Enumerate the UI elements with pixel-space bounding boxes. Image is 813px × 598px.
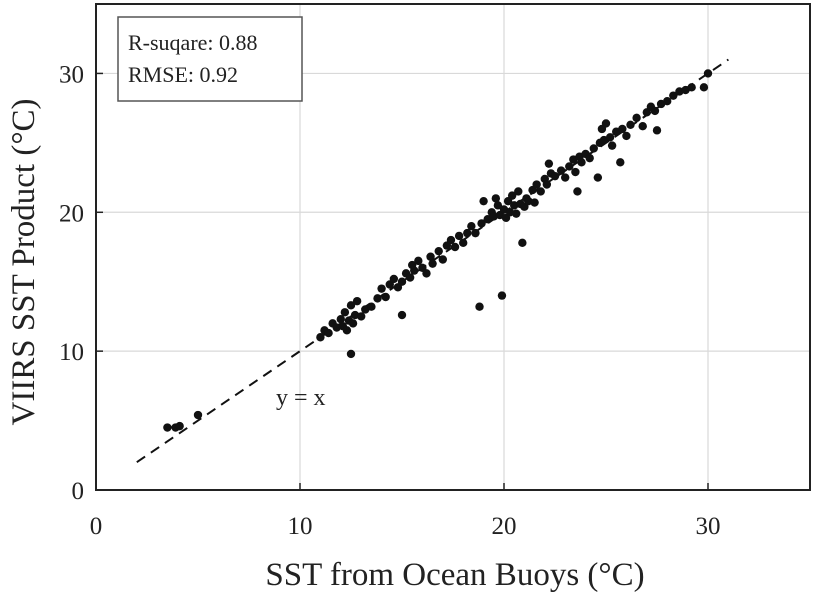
data-point [342,326,352,335]
data-point [377,284,386,293]
data-point [650,106,660,116]
data-point [348,319,358,328]
data-point [193,410,203,420]
data-point [397,277,407,286]
data-point [607,141,617,150]
axis-ticks: 0 10 20 30 0 10 20 30 [59,61,721,540]
data-point [477,219,486,228]
data-point [497,291,507,300]
data-point [618,124,627,134]
data-point [616,158,625,167]
stats-box: R-suqare: 0.88 RMSE: 0.92 [117,16,303,102]
data-point [605,133,615,142]
data-point [544,159,554,168]
data-point [571,167,580,177]
y-tick-label: 20 [59,200,84,227]
data-point [405,273,415,282]
data-point [357,312,366,321]
data-point [669,91,678,100]
data-point [589,144,598,153]
data-point [550,171,560,181]
data-point [507,191,517,200]
data-point [638,121,647,131]
data-point [514,187,523,196]
data-point [426,252,435,261]
plot-frame [95,3,811,491]
data-point [622,131,631,141]
data-point [410,266,419,275]
data-point [324,328,333,338]
data-point [536,187,545,196]
data-point [512,209,521,218]
data-point [585,153,594,163]
data-point [652,126,662,135]
data-point [518,238,527,248]
data-point [703,69,713,78]
data-point [454,231,464,241]
data-point [601,119,611,128]
data-point [336,315,345,324]
data-point [632,113,641,123]
x-tick-label: 0 [90,513,103,540]
y-tick-label: 10 [59,339,84,366]
data-point [346,349,356,359]
data-point [434,246,443,256]
data-point [663,97,672,106]
stats-box-frame [117,16,303,102]
y-tick-label: 30 [59,61,84,88]
rmse-text: RMSE: 0.92 [128,62,238,87]
data-point [367,302,376,311]
x-axis-title: SST from Ocean Buoys (°C) [265,557,644,593]
data-point [446,235,456,245]
data-point [397,310,407,320]
r-squared-text: R-suqare: 0.88 [128,30,258,55]
x-tick-label: 10 [288,513,313,540]
data-point [577,158,586,167]
data-point [346,301,356,310]
data-point [593,173,603,182]
data-point [373,294,382,303]
data-point [163,423,172,432]
data-point [459,238,468,248]
data-point [389,274,399,284]
data-point [471,228,480,238]
x-tick-label: 30 [696,513,721,540]
data-point [493,201,503,210]
data-point [316,333,325,342]
data-point [352,296,362,306]
data-point [530,198,539,207]
data-point [626,120,635,130]
y-axis-title: VIIRS SST Product (°C) [6,98,42,425]
data-point [340,308,350,317]
data-point [428,259,437,268]
data-point [542,180,552,189]
data-point [565,162,574,171]
data-point [467,221,476,231]
data-point [438,255,447,264]
data-point [687,83,696,92]
data-point [475,302,484,311]
data-point [699,83,709,92]
reference-line-label: y = x [276,385,326,411]
x-tick-label: 20 [492,513,517,540]
y-tick-label: 0 [72,478,85,505]
data-point [561,173,570,182]
data-point [381,292,390,302]
data-point [556,166,566,175]
data-point [463,228,472,238]
data-point [491,194,501,203]
data-point [450,242,460,252]
data-point [532,180,541,189]
data-point [422,269,431,278]
data-point [175,421,184,431]
data-point [479,196,488,206]
data-points [163,69,713,432]
data-point [414,256,423,266]
data-point [573,187,582,196]
